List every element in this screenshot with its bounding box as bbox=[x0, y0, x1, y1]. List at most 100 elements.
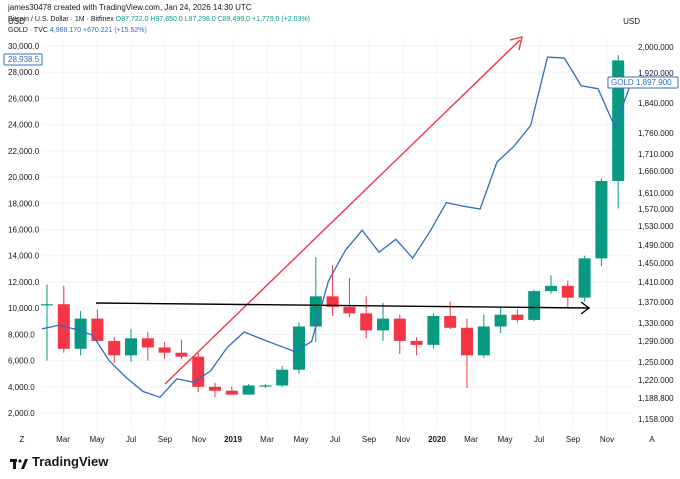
red-arrow bbox=[164, 36, 523, 385]
annotations bbox=[95, 36, 591, 385]
candle-body bbox=[444, 316, 457, 328]
right-tick-label: 1,610.000 bbox=[638, 189, 674, 198]
btc-candle bbox=[494, 306, 507, 334]
candle-body bbox=[561, 285, 574, 298]
candle-body bbox=[192, 356, 205, 387]
x-tick-label: 2020 bbox=[428, 435, 446, 444]
candle-body bbox=[477, 326, 490, 356]
btc-candle bbox=[209, 382, 221, 398]
gold-last-badge: GOLD 1,897.900 bbox=[607, 76, 679, 89]
x-tick-label: Nov bbox=[600, 435, 614, 444]
btc-candle bbox=[461, 318, 473, 389]
x-tick-label: Sep bbox=[566, 435, 581, 444]
btc-candle bbox=[595, 178, 608, 267]
candle-body bbox=[410, 340, 423, 345]
left-tick-label: 8,000.0 bbox=[8, 330, 35, 339]
candle-body bbox=[494, 314, 507, 327]
right-tick-label: 1,220.000 bbox=[638, 376, 674, 385]
candle-body bbox=[309, 296, 322, 327]
gold-legend[interactable]: GOLD · TVC 4,988.170 +670.221 (+15.52%) bbox=[8, 27, 147, 34]
candle-body bbox=[158, 347, 171, 353]
right-tick-label: 1,250.000 bbox=[638, 358, 674, 367]
candle-body bbox=[360, 313, 373, 331]
candle-body bbox=[242, 385, 255, 395]
candle-body bbox=[91, 318, 104, 341]
right-tick-label: 1,410.000 bbox=[638, 278, 674, 287]
tradingview-logo[interactable]: TradingView bbox=[10, 454, 108, 469]
gold-badge-label: GOLD bbox=[611, 78, 634, 87]
btc-candle bbox=[225, 386, 238, 395]
x-tick-label: May bbox=[89, 435, 104, 444]
x-tick-label: Sep bbox=[362, 435, 377, 444]
gold-legend-values: 4,988.170 +670.221 (+15.52%) bbox=[49, 27, 147, 34]
red-arrow-head bbox=[509, 36, 523, 51]
btc-legend-name: Bitcoin / U.S. Dollar · 1M · Bitfinex bbox=[8, 16, 114, 23]
candle-body bbox=[41, 304, 53, 306]
candle-body bbox=[377, 318, 389, 331]
btc-candle bbox=[545, 275, 557, 294]
right-tick-label: 1,158.000 bbox=[638, 415, 674, 424]
candle-body bbox=[326, 296, 339, 307]
x-tick-label: Jul bbox=[126, 435, 136, 444]
right-tick-label: 1,188,800 bbox=[638, 394, 674, 403]
btc-candle bbox=[477, 314, 490, 358]
left-tick-label: 6,000.0 bbox=[8, 357, 35, 366]
btc-candle bbox=[158, 342, 171, 360]
left-tick-label: 26,000.0 bbox=[8, 94, 40, 103]
btc-candle bbox=[410, 336, 423, 356]
right-tick-label: 1,710.000 bbox=[638, 150, 674, 159]
left-tick-label: 10,000.0 bbox=[8, 304, 40, 313]
black-arrow-shaft bbox=[95, 302, 589, 309]
x-tick-label: Jul bbox=[534, 435, 544, 444]
right-tick-label: 1,450.000 bbox=[638, 259, 674, 268]
btc-candle bbox=[175, 339, 188, 360]
left-tick-label: 2,000.0 bbox=[8, 409, 35, 418]
left-tick-label: 20,000.0 bbox=[8, 173, 40, 182]
right-tick-label: 1,490.000 bbox=[638, 241, 674, 250]
candle-body bbox=[259, 385, 272, 387]
btc-candle bbox=[427, 313, 440, 349]
candle-body bbox=[209, 386, 221, 391]
left-tick-label: 14,000.0 bbox=[8, 252, 40, 261]
left-axis-currency: USD bbox=[8, 17, 25, 26]
btc-candle bbox=[393, 314, 406, 355]
btc-candle bbox=[125, 329, 137, 362]
right-tick-label: 1,330.000 bbox=[638, 319, 674, 328]
btc-candle bbox=[578, 255, 591, 302]
btc-candle bbox=[360, 296, 373, 339]
right-tick-label: 1,290.000 bbox=[638, 337, 674, 346]
candle-body bbox=[461, 327, 473, 356]
right-tick-label: 1,530.000 bbox=[638, 222, 674, 231]
btc-candle bbox=[343, 277, 356, 318]
candle-body bbox=[343, 306, 356, 314]
candle-body bbox=[545, 285, 557, 292]
gold-line bbox=[41, 56, 633, 399]
btc-candle bbox=[242, 384, 255, 395]
btc-candle bbox=[276, 365, 289, 387]
right-tick-label: 2,000.000 bbox=[638, 43, 674, 52]
black-arrow-head bbox=[580, 301, 591, 315]
right-tick-label: 1,570.000 bbox=[638, 205, 674, 214]
btc-candle bbox=[511, 309, 524, 323]
x-tick-label: 2019 bbox=[224, 435, 242, 444]
x-tick-label: A bbox=[649, 435, 655, 444]
x-tick-label: May bbox=[497, 435, 512, 444]
btc-last-badge-box bbox=[3, 53, 43, 66]
left-tick-label: 24,000.0 bbox=[8, 121, 40, 130]
btc-candle bbox=[444, 301, 457, 330]
btc-candle bbox=[293, 322, 305, 374]
right-tick-label: 1,760.000 bbox=[638, 129, 674, 138]
left-tick-label: 16,000.0 bbox=[8, 226, 40, 235]
right-tick-label: 1,840.000 bbox=[638, 99, 674, 108]
btc-candle bbox=[309, 257, 322, 343]
btc-candles bbox=[41, 55, 625, 398]
btc-legend[interactable]: Bitcoin / U.S. Dollar · 1M · Bitfinex O8… bbox=[8, 16, 310, 23]
x-tick-label: Mar bbox=[260, 435, 274, 444]
gold-legend-name: GOLD · TVC bbox=[8, 27, 48, 34]
btc-candle bbox=[41, 284, 53, 361]
gold-last-value: 1,897.900 bbox=[636, 78, 672, 87]
candle-body bbox=[125, 338, 137, 356]
right-tick-label: 1,920.000 bbox=[638, 69, 674, 78]
x-tick-label: Nov bbox=[396, 435, 410, 444]
